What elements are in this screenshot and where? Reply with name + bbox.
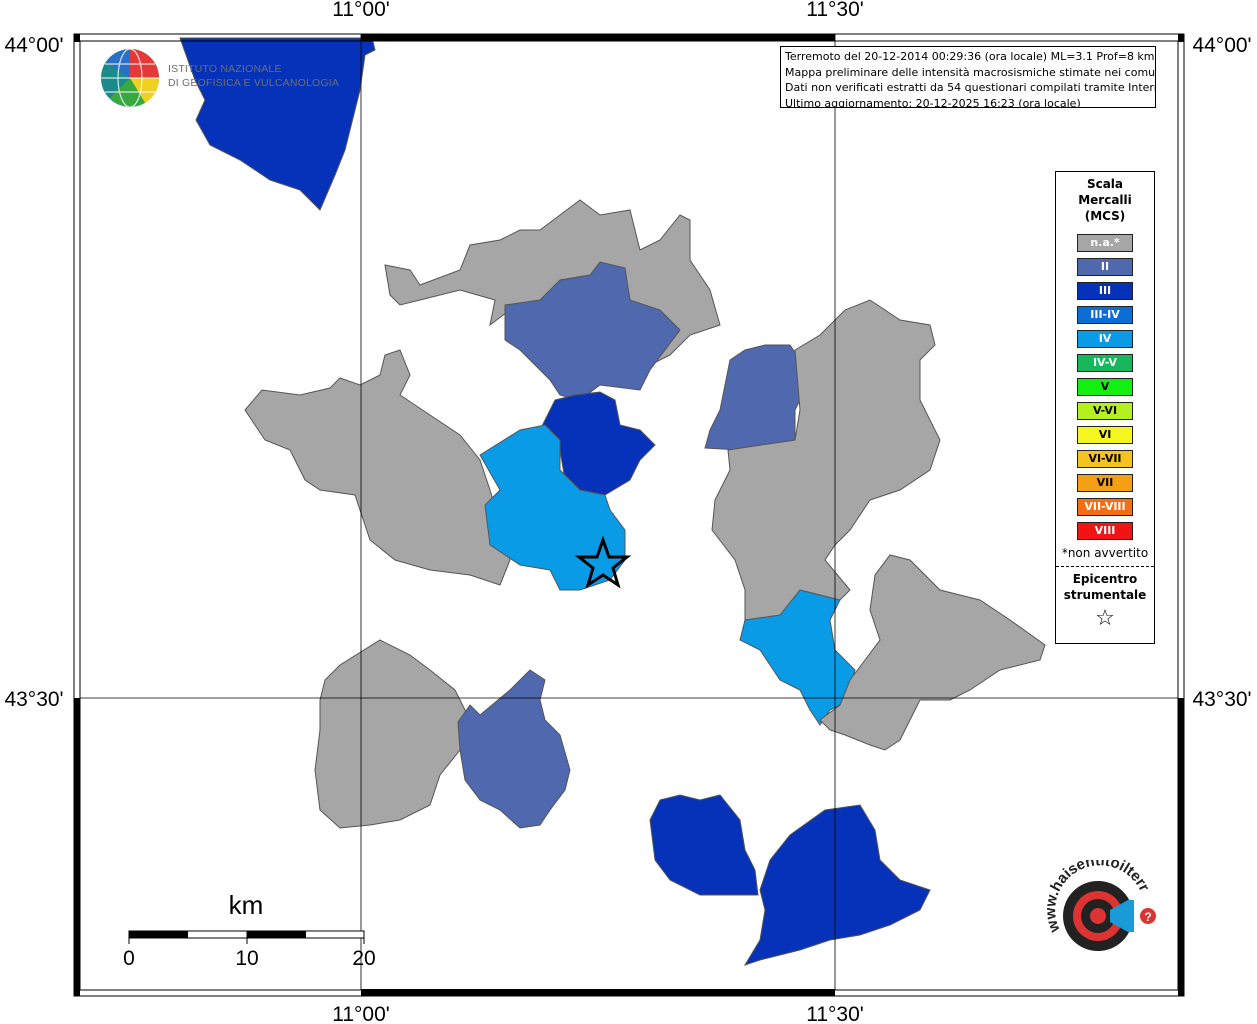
municipality-na-far-east <box>819 554 1046 751</box>
legend-swatch: VIII <box>1077 522 1133 540</box>
municipality-na-south-west <box>314 639 471 829</box>
legend-swatch: VII-VIII <box>1077 498 1133 516</box>
ingv-name-line2: DI GEOFISICA E VULCANOLOGIA <box>168 77 340 89</box>
lat-tick-right-1: 44°00' <box>1192 34 1251 57</box>
scale-label-0: 0 <box>123 947 135 970</box>
legend-swatch: IV-V <box>1077 354 1133 372</box>
lon-tick-bottom-1: 11°00' <box>332 1003 390 1024</box>
municipalities <box>179 37 1046 966</box>
legend-title-line3: (MCS) <box>1084 209 1126 223</box>
graticule <box>80 34 1178 990</box>
legend-swatch: V <box>1077 378 1133 396</box>
scale-label-20: 20 <box>352 947 375 970</box>
scale-label-10: 10 <box>235 947 258 970</box>
svg-text:?: ? <box>1144 910 1151 924</box>
municipality-ii-south <box>457 669 571 829</box>
epicenter-legend-line2: strumentale <box>1063 588 1147 602</box>
legend-swatch: V-VI <box>1077 402 1133 420</box>
municipality-ii-east <box>704 344 806 451</box>
scale-unit: km <box>229 890 264 920</box>
ingv-name: ISTITUTO NAZIONALE DI GEOFISICA E VULCAN… <box>168 62 339 90</box>
lon-tick-bottom-2: 11°30' <box>806 1003 864 1024</box>
municipality-iii-south-2 <box>743 804 931 966</box>
legend-title: Scala Mercalli (MCS) <box>1056 176 1154 224</box>
hsit-logo-icon: ? www.haisentitoilterremoto.it <box>1030 860 1156 951</box>
epicenter-legend: Epicentro strumentale <box>1056 571 1154 603</box>
epicenter-star <box>574 535 632 589</box>
legend-swatch: n.a.* <box>1077 234 1133 252</box>
lat-tick-right-2: 43°30' <box>1192 688 1251 711</box>
event-info-line2: Mappa preliminare delle intensità macros… <box>785 65 1156 79</box>
event-info-line1: Terremoto del 20-12-2014 00:29:36 (ora l… <box>785 50 1155 63</box>
legend-swatch: III-IV <box>1077 306 1133 324</box>
legend-swatch: IV <box>1077 330 1133 348</box>
lon-tick-top-1: 11°00' <box>332 0 390 21</box>
scale-bar: km 0 10 20 <box>123 890 376 970</box>
legend-title-line1: Scala <box>1086 177 1124 191</box>
legend-swatch: VI <box>1077 426 1133 444</box>
municipality-na-east <box>711 299 941 621</box>
ingv-name-line1: ISTITUTO NAZIONALE <box>168 63 282 75</box>
legend-swatches: n.a.* II III III-IV IV IV-V V V-VI VI VI-VII VII VI… <box>1056 234 1154 540</box>
municipality-iii-nw <box>179 37 376 211</box>
epicenter-legend-line1: Epicentro <box>1072 572 1138 586</box>
epicenter-star-icon: ☆ <box>1095 606 1115 631</box>
municipality-na-west <box>244 349 511 586</box>
municipality-iii-center <box>539 391 656 496</box>
event-info-line4: Ultimo aggiornamento: 20-12-2025 16:23 (… <box>785 96 1081 108</box>
municipality-iii-south-1 <box>649 794 759 896</box>
legend-swatch: VI-VII <box>1077 450 1133 468</box>
ingv-globe-icon <box>101 48 160 108</box>
map-frame <box>73 33 1185 997</box>
legend-title-line2: Mercalli <box>1078 193 1132 207</box>
municipality-ii-north <box>504 261 681 401</box>
lat-tick-left-2: 43°30' <box>4 688 63 711</box>
event-info-line3: Dati non verificati estratti da 54 quest… <box>785 81 1156 94</box>
legend-divider <box>1056 566 1154 567</box>
legend-swatch: II <box>1077 258 1133 276</box>
event-info-box: Terremoto del 20-12-2014 00:29:36 (ora l… <box>780 46 1156 108</box>
legend-swatch: VII <box>1077 474 1133 492</box>
lon-tick-top-2: 11°30' <box>806 0 864 21</box>
legend-footnote: *non avvertito <box>1061 546 1149 560</box>
lat-tick-left-1: 44°00' <box>4 34 63 57</box>
legend-swatch: III <box>1077 282 1133 300</box>
mcs-legend: Scala Mercalli (MCS) n.a.* II III III-IV IV I… <box>1055 171 1155 644</box>
